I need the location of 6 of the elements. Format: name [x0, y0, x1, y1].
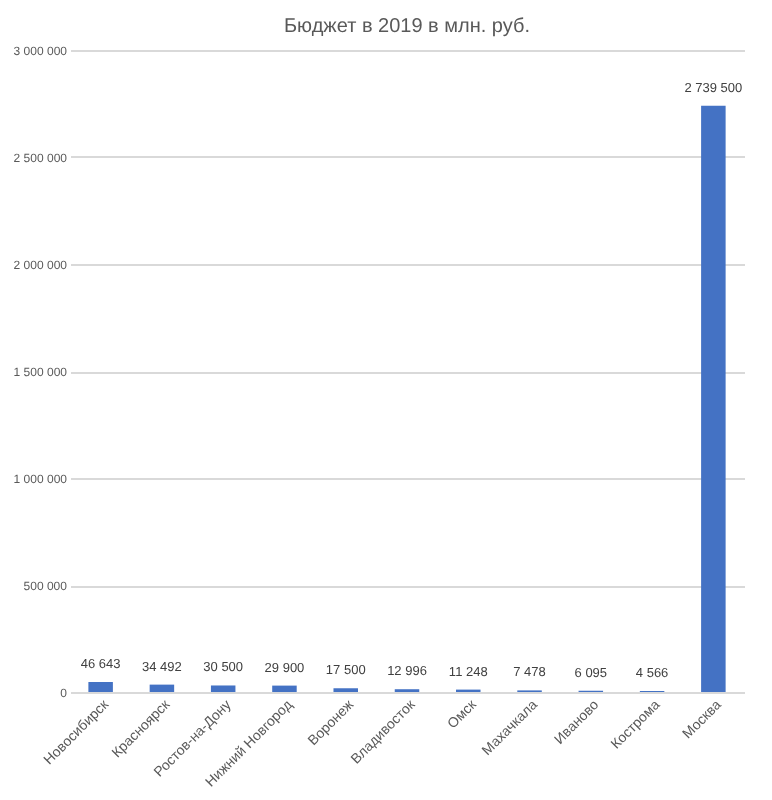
bar: [88, 682, 113, 692]
chart-title: Бюджет в 2019 в млн. руб.: [283, 16, 531, 38]
bar: [272, 685, 297, 692]
bar: [149, 684, 175, 692]
bar: [210, 685, 236, 692]
bar: [701, 105, 726, 692]
